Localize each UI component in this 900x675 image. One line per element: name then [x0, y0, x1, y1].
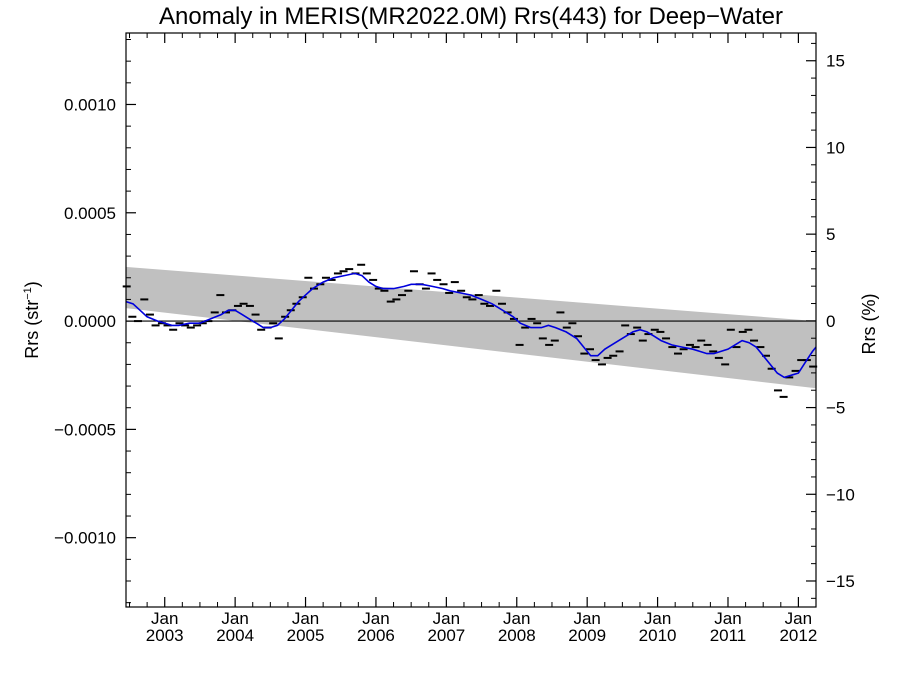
x-tick-label-month: Jan [292, 609, 319, 628]
x-tick-label-year: 2011 [710, 626, 747, 645]
x-tick-label-month: Jan [644, 609, 671, 628]
x-tick-label-year: 2007 [427, 626, 465, 645]
y-right-tick-label: 10 [826, 138, 845, 157]
x-tick-label-month: Jan [785, 609, 812, 628]
confidence-band [126, 266, 816, 389]
x-tick-label-year: 2009 [568, 626, 606, 645]
y-right-tick-label: −5 [826, 399, 845, 418]
x-tick-label-year: 2010 [639, 626, 677, 645]
x-tick-label-month: Jan [151, 609, 178, 628]
x-tick-label-month: Jan [362, 609, 389, 628]
x-tick-label-year: 2008 [498, 626, 536, 645]
y-right-tick-label: 0 [826, 312, 835, 331]
x-tick-label-month: Jan [503, 609, 530, 628]
y-axis-left-label-sup: −1 [22, 287, 34, 300]
plot-frame [125, 32, 817, 608]
y-right-tick-label: −15 [826, 572, 855, 591]
y-left-tick-label: 0.0000 [64, 312, 116, 331]
x-tick-label-month: Jan [573, 609, 600, 628]
y-right-tick-label: −10 [826, 485, 855, 504]
y-axis-left-label-main: Rrs (str [22, 300, 42, 359]
y-left-tick-label: 0.0010 [64, 95, 116, 114]
x-tick-label-year: 2006 [357, 626, 395, 645]
x-tick-label-year: 2004 [216, 626, 254, 645]
x-tick-label-year: 2003 [146, 626, 184, 645]
x-tick-label-month: Jan [221, 609, 248, 628]
plot-area: 0.0010 0.0005 0.0000 −0.0005 −0.0010 15 10 5 0 −5… [54, 32, 855, 645]
y-left-tick-label: −0.0005 [54, 420, 116, 439]
x-tick-label-month: Jan [714, 609, 741, 628]
x-tick-label-month: Jan [433, 609, 460, 628]
y-right-tick-label: 5 [826, 225, 835, 244]
y-right-tick-label: 15 [826, 52, 845, 71]
y-axis-left-label: Rrs (str−1) [22, 281, 42, 359]
y-axis-right-label: Rrs (%) [859, 294, 879, 355]
y-left-tick-label: 0.0005 [64, 204, 116, 223]
chart-title: Anomaly in MERIS(MR2022.0M) Rrs(443) for… [159, 3, 783, 30]
x-tick-label-year: 2005 [287, 626, 325, 645]
smoothed-series-line [125, 272, 817, 379]
y-left-tick-label: −0.0010 [54, 529, 116, 548]
x-tick-label-year: 2012 [779, 626, 817, 645]
y-axis-left-label-end: ) [22, 281, 42, 287]
